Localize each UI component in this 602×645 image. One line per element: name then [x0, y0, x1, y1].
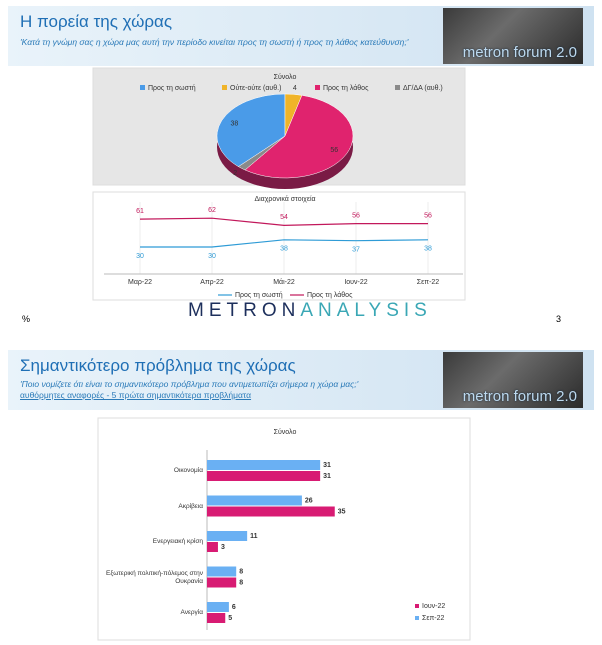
data-label: 8 — [239, 568, 243, 575]
bar — [207, 531, 248, 541]
page-number: 3 — [556, 314, 562, 324]
chart-box — [92, 191, 466, 301]
legend-swatch — [415, 604, 419, 608]
brand: METRONANALYSIS — [188, 300, 432, 322]
data-label: 38 — [231, 120, 239, 127]
data-label: 62 — [208, 207, 216, 214]
bar — [207, 495, 302, 506]
data-label: 26 — [305, 497, 313, 504]
legend-label: Προς τη σωστή — [148, 85, 196, 92]
legend-swatch — [315, 85, 320, 90]
data-label: 56 — [330, 147, 338, 154]
category-label: Ακρίβεια — [178, 502, 203, 510]
chart-title: Σύνολο — [274, 73, 297, 81]
data-label: 56 — [424, 212, 432, 219]
x-tick-label: Μάι-22 — [273, 278, 295, 286]
logo: metron forum 2.0 — [443, 352, 583, 408]
legend-label: Ιουν-22 — [422, 603, 445, 610]
data-label: 8 — [239, 579, 243, 586]
legend-swatch — [140, 85, 145, 90]
category-label: Εξωτερική πολιτική-πόλεμος στην Ουκρανία — [106, 569, 203, 585]
pie-slice — [244, 95, 354, 179]
series-line — [139, 217, 428, 227]
legend-label: Προς τη λάθος — [323, 84, 369, 92]
data-label: 5 — [228, 615, 232, 622]
pie-slice — [216, 93, 286, 167]
data-label: 56 — [352, 212, 360, 219]
logo-text: metron forum 2.0 — [462, 44, 577, 61]
data-label: 37 — [352, 247, 360, 254]
pie-slice — [237, 135, 286, 171]
x-tick-label: Απρ-22 — [200, 279, 224, 286]
legend-label: Προς τη σωστή — [235, 292, 283, 299]
x-tick-label: Ιουν-22 — [344, 279, 367, 286]
brand-part: ANALYSIS — [300, 300, 432, 321]
legend-swatch — [415, 616, 419, 620]
data-label: 35 — [338, 508, 346, 515]
bar — [207, 602, 229, 612]
data-label: 6 — [232, 604, 236, 611]
bar — [207, 577, 237, 588]
data-label: 4 — [293, 85, 297, 92]
data-label: 61 — [136, 208, 144, 215]
data-label: 30 — [208, 253, 216, 260]
legend-label: Σεπ-22 — [422, 615, 445, 622]
slide-header: Η πορεία της χώρας 'Κατά τη γνώμη σας η … — [8, 6, 594, 66]
data-label: 2 — [233, 170, 237, 177]
logo-text: metron forum 2.0 — [462, 388, 577, 405]
bar — [207, 542, 218, 552]
category-label: Ενεργειακή κρίση — [152, 538, 203, 545]
data-label: 11 — [250, 533, 258, 540]
slide-title: Η πορεία της χώρας — [20, 12, 173, 31]
data-label: 3 — [221, 544, 225, 551]
bar — [207, 506, 335, 517]
x-tick-label: Σεπ-22 — [417, 279, 440, 286]
chart-box — [97, 417, 471, 641]
data-label: 38 — [280, 246, 288, 253]
chart-title: Διαχρονικά στοιχεία — [254, 195, 315, 203]
legend-swatch — [222, 85, 227, 90]
data-label: 30 — [136, 253, 144, 260]
x-tick-label: Μαρ-22 — [128, 279, 152, 286]
data-label: 31 — [323, 462, 331, 469]
data-label: 31 — [323, 473, 331, 480]
bar — [207, 471, 321, 481]
slide-title: Σημαντικότερο πρόβλημα της χώρας — [20, 356, 296, 375]
chart-title: Σύνολο — [274, 428, 297, 436]
legend-swatch — [395, 85, 400, 90]
legend-label: Ούτε-ούτε (αυθ.) — [230, 84, 281, 92]
data-label: 54 — [280, 214, 288, 221]
footnote: % — [22, 314, 31, 324]
series-line — [140, 239, 429, 248]
data-label: 38 — [424, 246, 432, 253]
bar — [207, 613, 226, 623]
slide-subtitle: 'Κατά τη γνώμη σας η χώρα μας αυτή την π… — [20, 37, 409, 47]
category-label: Οικονομία — [173, 467, 203, 474]
slide-subtitle: 'Ποιο νομίζετε ότι είναι το σημαντικότερ… — [20, 379, 359, 389]
logo: metron forum 2.0 — [443, 8, 583, 64]
category-label: Ανεργία — [180, 609, 203, 616]
bar — [207, 566, 237, 577]
slide-header: Σημαντικότερο πρόβλημα της χώρας 'Ποιο ν… — [8, 350, 594, 410]
slide-note: αυθόρμητες αναφορές - 5 πρώτα σημαντικότ… — [20, 390, 252, 400]
legend-label: Προς τη λάθος — [307, 291, 353, 299]
bar — [207, 460, 321, 470]
brand-part: METRON — [188, 300, 301, 321]
legend-label: ΔΓ/ΔΑ (αυθ.) — [403, 85, 443, 92]
